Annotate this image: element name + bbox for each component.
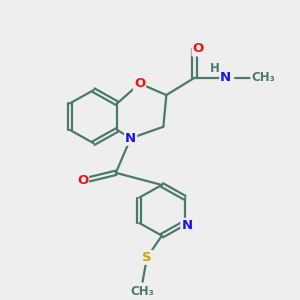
Text: N: N — [125, 132, 136, 145]
Text: S: S — [142, 251, 152, 264]
Text: O: O — [77, 173, 88, 187]
Text: CH₃: CH₃ — [131, 285, 154, 298]
Text: O: O — [134, 77, 145, 90]
Text: O: O — [193, 42, 204, 56]
Text: N: N — [220, 71, 231, 84]
Text: N: N — [182, 219, 193, 232]
Text: CH₃: CH₃ — [251, 71, 275, 84]
Text: H: H — [210, 62, 220, 75]
